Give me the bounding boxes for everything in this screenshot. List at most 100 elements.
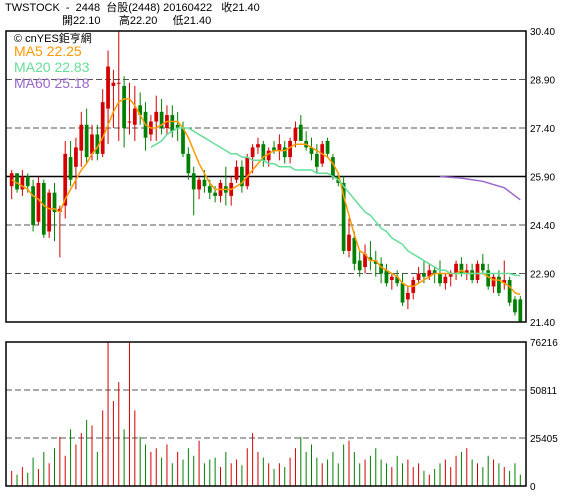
candle-body bbox=[368, 257, 373, 261]
candle-body bbox=[20, 176, 25, 190]
candle-body bbox=[454, 263, 458, 274]
source-label: © cnYES鉅亨網 bbox=[14, 31, 92, 45]
candle-body bbox=[197, 179, 201, 190]
candle-body bbox=[298, 124, 303, 141]
candle-body bbox=[47, 192, 52, 232]
candle-body bbox=[352, 237, 357, 264]
candle-body bbox=[497, 276, 501, 293]
candle-body bbox=[272, 147, 276, 151]
moving-average-lines bbox=[11, 98, 521, 296]
candle-body bbox=[282, 147, 287, 158]
candle-body bbox=[266, 150, 271, 161]
volume-panel-frame bbox=[5, 341, 527, 487]
header-line-2: 開22.10 高22.20 低21.40 bbox=[62, 15, 212, 27]
candle-body bbox=[106, 66, 110, 109]
candle-body bbox=[79, 124, 84, 151]
candle-body bbox=[63, 153, 68, 206]
ma60-line bbox=[439, 175, 521, 201]
price-tick-label: 25.90 bbox=[530, 173, 555, 184]
candle-body bbox=[309, 147, 314, 154]
candle-body bbox=[154, 111, 159, 122]
candle-body bbox=[122, 85, 126, 128]
volume-tick-label: 50811 bbox=[530, 386, 558, 397]
price-tick-label: 22.90 bbox=[530, 270, 555, 281]
volume-bars bbox=[11, 342, 521, 486]
candle-body bbox=[325, 140, 330, 154]
candle-body bbox=[9, 173, 14, 187]
candle-body bbox=[443, 276, 448, 284]
candle-body bbox=[74, 147, 78, 167]
candle-body bbox=[406, 292, 410, 300]
price-tick-label: 28.90 bbox=[530, 76, 555, 87]
candle-body bbox=[293, 128, 298, 141]
candle-body bbox=[384, 270, 389, 284]
candle-body bbox=[95, 134, 100, 154]
legend-ma5: MA5 22.25 bbox=[14, 43, 82, 59]
volume-tick-label: 25405 bbox=[530, 434, 558, 445]
candle-body bbox=[389, 276, 394, 280]
candle-body bbox=[31, 186, 35, 225]
candle-body bbox=[400, 283, 405, 303]
candle-body bbox=[416, 273, 421, 280]
price-tick-label: 21.40 bbox=[530, 318, 555, 329]
candle-body bbox=[191, 173, 196, 190]
candle-body bbox=[373, 260, 378, 264]
candle-body bbox=[256, 144, 260, 148]
candle-body bbox=[111, 82, 116, 86]
candle-body bbox=[250, 147, 255, 158]
candle-body bbox=[491, 276, 496, 287]
price-panel-frame bbox=[5, 30, 527, 323]
volume-tick-label: 76216 bbox=[530, 338, 558, 349]
candle-body bbox=[427, 270, 432, 277]
price-tick-label: 27.40 bbox=[530, 124, 555, 135]
candle-body bbox=[213, 192, 218, 196]
candle-body bbox=[513, 299, 517, 313]
candle-body bbox=[502, 279, 507, 284]
header-line-1: TWSTOCK - 2448 台股(2448) 20160422 收21.40 bbox=[5, 2, 260, 14]
candle-body bbox=[395, 276, 400, 284]
legend-ma60: MA60 25.18 bbox=[14, 75, 90, 91]
candle-body bbox=[470, 270, 475, 280]
candle-body bbox=[363, 254, 367, 268]
candle-body bbox=[518, 299, 523, 322]
legend-ma20: MA20 22.83 bbox=[14, 59, 90, 75]
candle-body bbox=[84, 124, 89, 158]
candle-body bbox=[438, 273, 442, 284]
price-tick-label: 24.40 bbox=[530, 221, 555, 232]
volume-grid bbox=[6, 389, 526, 439]
candle-body bbox=[202, 179, 207, 187]
candle-body bbox=[245, 157, 250, 187]
candle-body bbox=[459, 263, 464, 274]
candle-body bbox=[207, 186, 212, 193]
price-axis-ticks: 30.40 28.90 27.40 25.90 24.40 22.90 21.40 bbox=[530, 27, 555, 329]
candle-body bbox=[341, 182, 346, 251]
candle-body bbox=[432, 270, 437, 274]
candle-body bbox=[240, 166, 244, 187]
candle-body bbox=[159, 111, 164, 128]
candle-body bbox=[175, 124, 180, 128]
volume-tick-label: 0 bbox=[530, 482, 536, 493]
candle-body bbox=[170, 115, 175, 132]
candle-body bbox=[422, 273, 426, 277]
candle-body bbox=[127, 121, 132, 123]
candle-body bbox=[41, 182, 46, 235]
candle-body bbox=[379, 263, 383, 274]
candle-body bbox=[357, 260, 362, 271]
candle-body bbox=[90, 134, 94, 154]
candle-body bbox=[132, 108, 137, 125]
candle-body bbox=[347, 234, 351, 251]
candle-body bbox=[234, 166, 239, 180]
ma5-line bbox=[11, 98, 521, 296]
candle-body bbox=[100, 102, 105, 154]
price-grid bbox=[6, 79, 526, 274]
candle-body bbox=[464, 270, 469, 274]
candle-body bbox=[116, 82, 121, 84]
candle-body bbox=[25, 176, 30, 187]
price-tick-label: 30.40 bbox=[530, 27, 555, 38]
volume-axis-ticks: 76216 50811 25405 0 bbox=[530, 338, 558, 493]
candle-body bbox=[52, 192, 57, 213]
candle-body bbox=[288, 140, 292, 158]
candle-body bbox=[261, 144, 266, 161]
candle-body bbox=[448, 273, 453, 277]
